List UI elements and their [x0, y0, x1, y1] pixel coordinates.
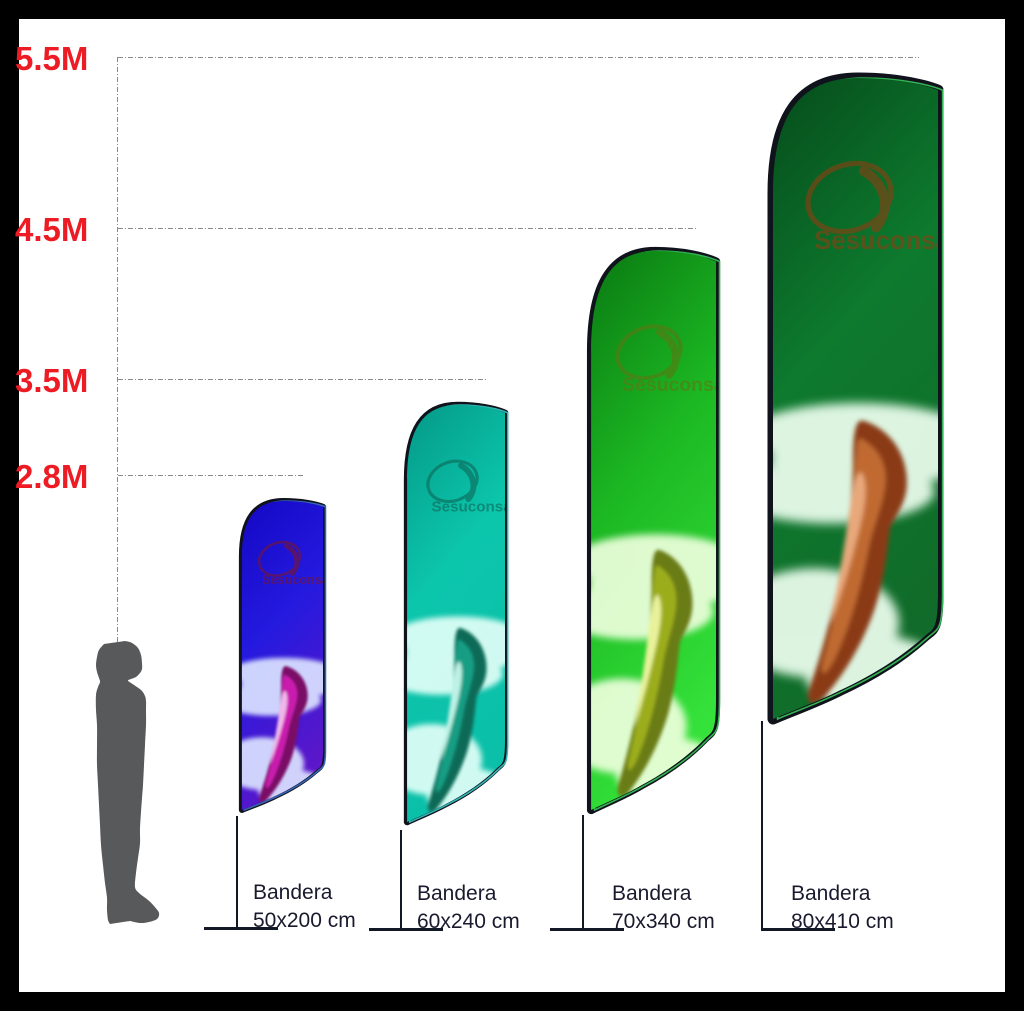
svg-text:Sesuconsa: Sesuconsa: [622, 374, 725, 396]
svg-text:Sesuconsa: Sesuconsa: [432, 499, 513, 516]
svg-text:Sesuconsa: Sesuconsa: [814, 227, 950, 255]
svg-text:Sesuconsa: Sesuconsa: [262, 573, 329, 587]
